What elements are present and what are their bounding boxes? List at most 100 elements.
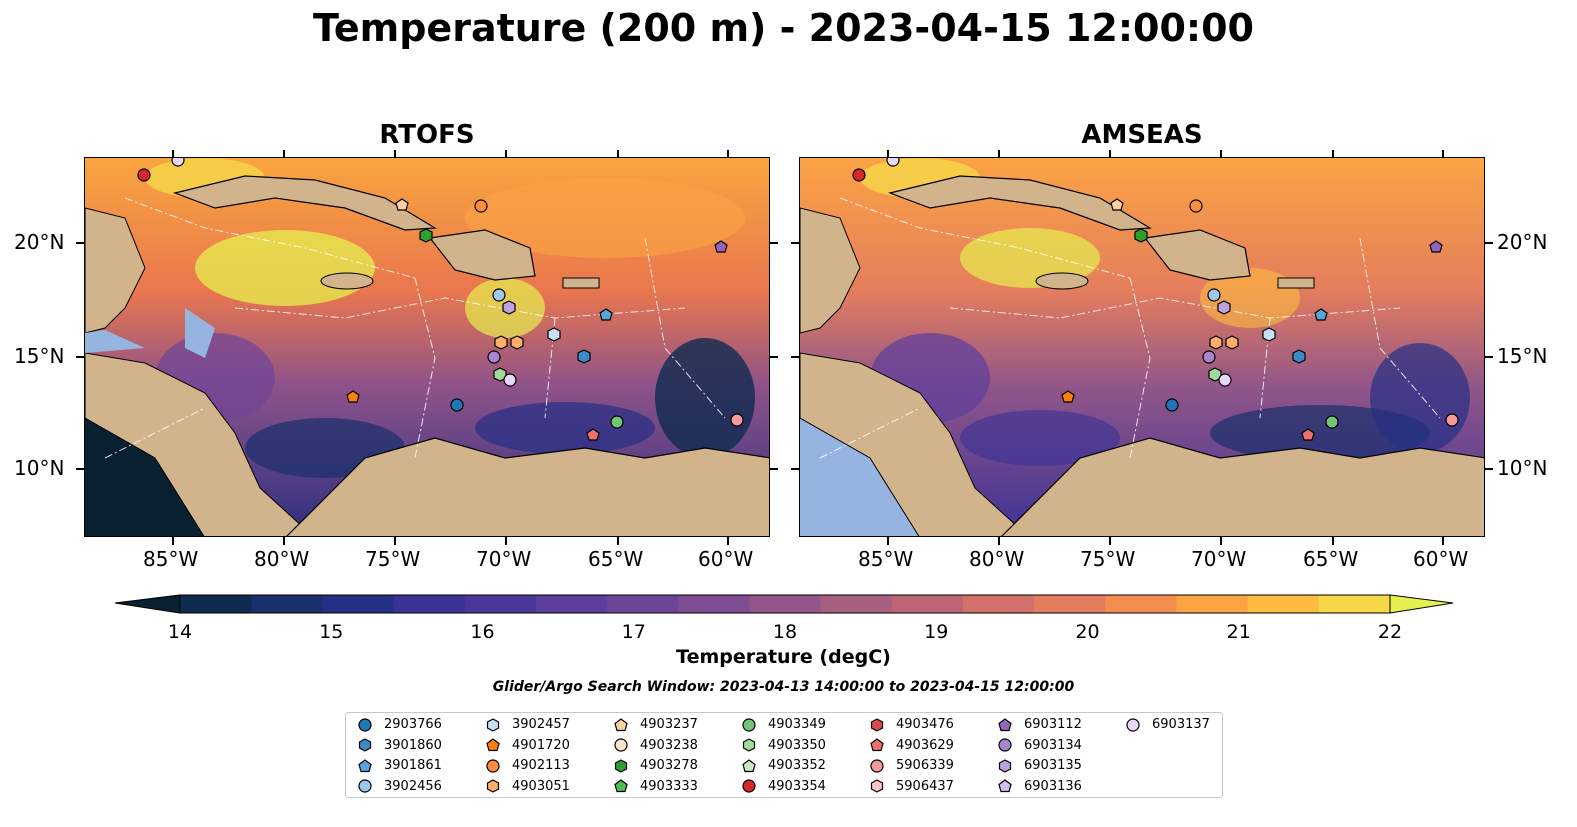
legend-item: 4903238 <box>614 738 698 753</box>
colorbar-tick-label: 22 <box>1377 621 1403 643</box>
colorbar-segment <box>393 595 466 613</box>
colorbar-tick-label: 17 <box>621 621 646 643</box>
legend-marker-icon <box>486 717 500 732</box>
legend-label: 4903237 <box>640 717 698 732</box>
legend: 2903766 3901860 3901861 3902456 3902457 49017… <box>345 712 1223 798</box>
lat-tick-15n-right: 15°N <box>1497 344 1548 368</box>
colorbar-extend-max <box>1389 594 1454 614</box>
map-rtofs-canvas <box>85 158 769 536</box>
colorbar-segment <box>962 595 1035 613</box>
legend-label: 4903333 <box>640 778 698 794</box>
legend-item: 4903333 <box>614 779 698 794</box>
legend-item: 3901861 <box>358 758 442 773</box>
legend-item: 4903278 <box>614 758 698 773</box>
legend-label: 4903476 <box>896 717 954 732</box>
legend-marker-icon <box>870 758 884 773</box>
legend-marker-icon <box>742 738 756 752</box>
legend-label: 4903350 <box>768 737 826 753</box>
axis-ticks <box>76 150 1493 545</box>
map-amseas[interactable] <box>799 157 1485 537</box>
panel-title-amseas: AMSEAS <box>1081 120 1203 150</box>
legend-item: 4903352 <box>742 758 826 773</box>
legend-marker-icon <box>486 779 500 793</box>
legend-item: 4902113 <box>486 758 570 773</box>
colorbar-segment <box>1176 595 1249 613</box>
legend-item: 4903354 <box>742 779 826 794</box>
legend-item: 3902457 <box>486 717 570 732</box>
legend-item: 6903134 <box>998 738 1082 753</box>
legend-label: 4903051 <box>512 778 570 794</box>
legend-label: 5906339 <box>896 758 954 773</box>
colorbar-segment <box>1318 595 1391 613</box>
lon-tick-60w-right: 60°W <box>1413 547 1469 571</box>
lon-tick-80w-left: 80°W <box>254 547 310 571</box>
colorbar-tick-label: 21 <box>1226 621 1251 643</box>
legend-label: 6903136 <box>1024 778 1082 794</box>
legend-label: 6903112 <box>1024 717 1082 732</box>
colorbar-segment <box>607 595 679 613</box>
legend-item: 4903476 <box>870 717 954 732</box>
colorbar-tick-label: 14 <box>167 621 193 643</box>
legend-marker-icon <box>870 717 884 732</box>
lon-tick-70w-right: 70°W <box>1191 547 1247 571</box>
legend-marker-icon <box>742 758 756 772</box>
colorbar-tick-label: 15 <box>319 621 344 643</box>
lon-tick-80w-right: 80°W <box>969 547 1025 571</box>
legend-marker-icon <box>998 717 1012 731</box>
legend-item: 5906437 <box>870 779 954 794</box>
legend-item: 3901860 <box>358 738 442 753</box>
colorbar-tick-label: 20 <box>1075 621 1100 643</box>
colorbar-segment <box>464 595 537 613</box>
legend-label: 3901860 <box>384 737 442 753</box>
legend-item: 4901720 <box>486 738 570 753</box>
colorbar-segment <box>322 595 395 613</box>
colorbar-tick-label: 19 <box>924 621 949 643</box>
map-rtofs[interactable] <box>84 157 770 537</box>
legend-label: 3902456 <box>384 778 442 794</box>
lat-tick-10n-left: 10°N <box>14 456 65 480</box>
legend-marker-icon <box>614 717 628 731</box>
legend-marker-icon <box>870 779 884 793</box>
lon-tick-85w-left: 85°W <box>143 547 199 571</box>
legend-marker-icon <box>614 738 628 752</box>
legend-marker-icon <box>742 779 756 793</box>
lon-tick-65w-right: 65°W <box>1303 547 1359 571</box>
legend-label: 4903354 <box>768 778 826 794</box>
legend-marker-icon <box>358 779 372 793</box>
colorbar-label: Temperature (degC) <box>676 646 891 668</box>
legend-marker-icon <box>998 779 1012 793</box>
colorbar-segment <box>1034 595 1106 613</box>
legend-marker-icon <box>358 717 372 732</box>
colorbar-outline <box>179 594 1391 614</box>
legend-label: 4903278 <box>640 758 698 773</box>
lon-tick-65w-left: 65°W <box>588 547 644 571</box>
map-amseas-canvas <box>800 158 1484 536</box>
legend-item: 4903349 <box>742 717 826 732</box>
legend-item: 6903136 <box>998 779 1082 794</box>
legend-marker-icon <box>870 738 884 752</box>
legend-label: 4901720 <box>512 737 570 753</box>
figure-title: Temperature (200 m) - 2023-04-15 12:00:0… <box>312 6 1254 50</box>
lon-tick-75w-left: 75°W <box>365 547 421 571</box>
lat-tick-15n-left: 15°N <box>14 344 65 368</box>
legend-marker-icon <box>614 779 628 793</box>
legend-marker-icon <box>742 717 756 732</box>
legend-item: 5906339 <box>870 758 954 773</box>
legend-marker-icon <box>486 738 500 752</box>
legend-label: 6903137 <box>1152 717 1210 732</box>
legend-item: 6903135 <box>998 758 1082 773</box>
legend-label: 4903349 <box>768 717 826 732</box>
panel-title-rtofs: RTOFS <box>379 120 475 150</box>
lon-tick-85w-right: 85°W <box>858 547 914 571</box>
colorbar <box>115 594 1454 614</box>
colorbar-extend-min <box>115 594 181 614</box>
lat-tick-20n-left: 20°N <box>14 230 65 254</box>
legend-item: 4903350 <box>742 738 826 753</box>
lon-tick-75w-right: 75°W <box>1080 547 1136 571</box>
search-window-text: Glider/Argo Search Window: 2023-04-13 14… <box>492 679 1075 695</box>
legend-item: 4903629 <box>870 738 954 753</box>
colorbar-segment <box>180 595 252 613</box>
lon-tick-60w-left: 60°W <box>698 547 754 571</box>
legend-marker-icon <box>998 758 1012 773</box>
colorbar-segment <box>1105 595 1177 613</box>
